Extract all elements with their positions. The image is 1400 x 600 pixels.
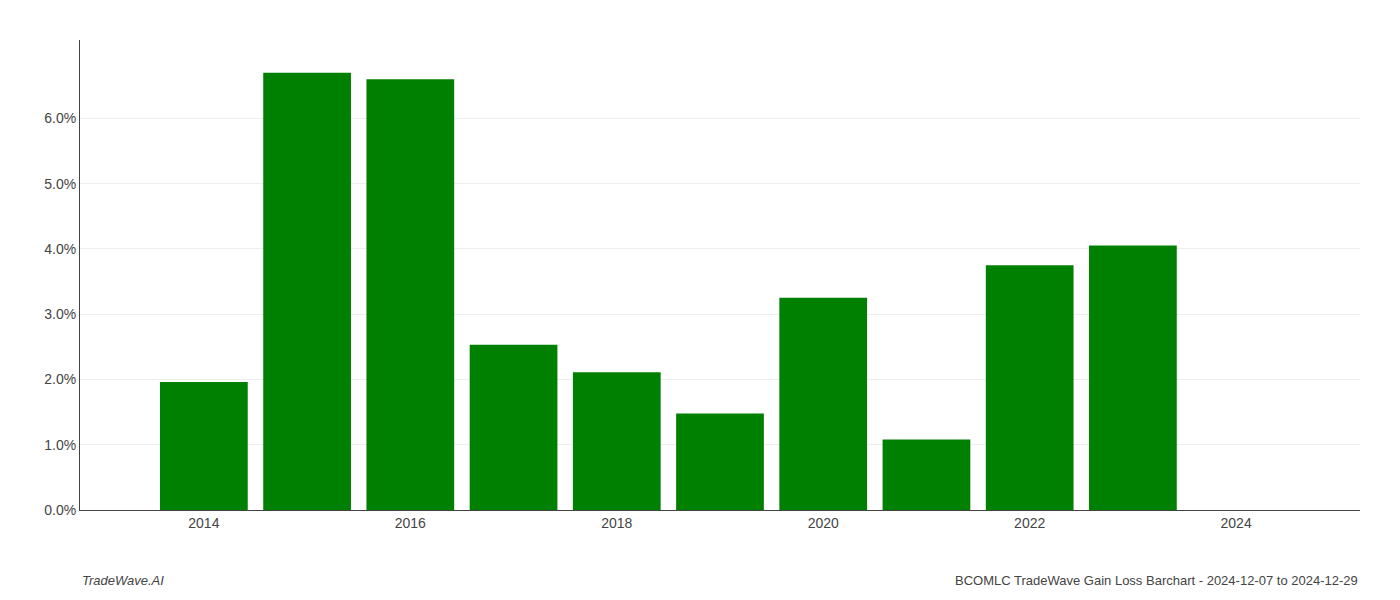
svg-text:TradeWave.AI: TradeWave.AI [82,573,164,588]
svg-text:2024: 2024 [1221,515,1252,531]
svg-text:2014: 2014 [188,515,219,531]
svg-text:4.0%: 4.0% [44,241,76,257]
svg-text:0.0%: 0.0% [44,502,76,518]
svg-text:BCOMLC TradeWave Gain Loss Bar: BCOMLC TradeWave Gain Loss Barchart - 20… [955,573,1358,588]
svg-text:1.0%: 1.0% [44,437,76,453]
svg-text:3.0%: 3.0% [44,306,76,322]
svg-text:2020: 2020 [808,515,839,531]
svg-text:2022: 2022 [1014,515,1045,531]
svg-text:2018: 2018 [601,515,632,531]
svg-text:2016: 2016 [395,515,426,531]
svg-text:2.0%: 2.0% [44,371,76,387]
svg-text:5.0%: 5.0% [44,176,76,192]
svg-text:6.0%: 6.0% [44,110,76,126]
